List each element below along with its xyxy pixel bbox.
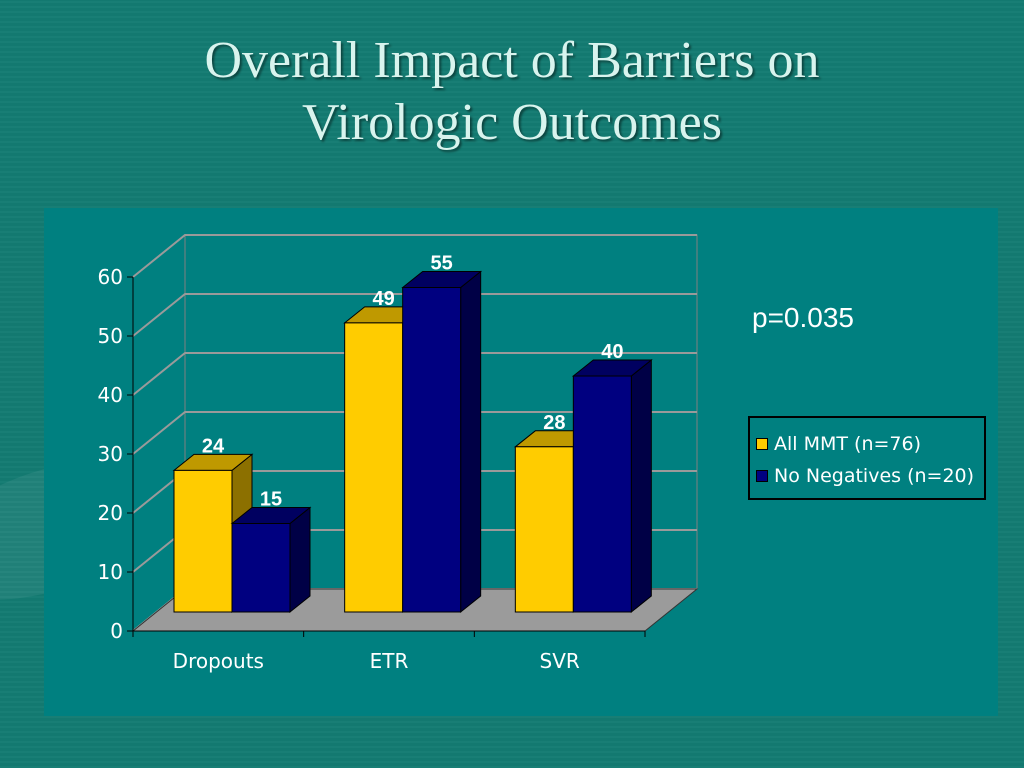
data-label: 40 [601, 341, 623, 363]
bar [344, 322, 404, 613]
bar [572, 375, 632, 613]
y-tick-label: 30 [98, 442, 123, 466]
bar [173, 469, 233, 613]
y-tick-label: 60 [98, 265, 123, 289]
data-label: 15 [260, 489, 282, 511]
gridline [132, 352, 697, 396]
y-tick-label: 20 [98, 501, 123, 525]
data-label: 49 [373, 288, 395, 310]
bar [231, 523, 291, 613]
legend-item-series-2: No Negatives (n=20) [756, 460, 984, 492]
legend-swatch-series-2 [756, 470, 768, 482]
y-tick-label: 50 [98, 324, 123, 348]
legend-item-series-1: All MMT (n=76) [756, 428, 984, 460]
legend-label-series-2: No Negatives (n=20) [774, 465, 975, 487]
gridline [132, 234, 697, 278]
bar [402, 287, 462, 613]
x-category-label: SVR [540, 649, 580, 673]
chart-legend: All MMT (n=76) No Negatives (n=20) [748, 416, 986, 500]
x-category-label: ETR [370, 649, 409, 673]
legend-label-series-1: All MMT (n=76) [774, 433, 921, 455]
gridline [132, 411, 697, 455]
data-label: 24 [202, 435, 225, 457]
data-label: 55 [431, 253, 453, 275]
bar-side [460, 270, 482, 614]
slide-title: Overall Impact of Barriers on Virologic … [0, 30, 1024, 154]
title-line-1: Overall Impact of Barriers on [204, 32, 820, 89]
gridline [132, 293, 697, 337]
legend-swatch-series-1 [756, 438, 768, 450]
data-label: 28 [543, 412, 565, 434]
y-tick-label: 0 [110, 619, 123, 643]
bar-side [289, 506, 311, 614]
bar-side [630, 358, 652, 614]
y-tick-label: 40 [98, 383, 123, 407]
title-line-2: Virologic Outcomes [301, 94, 722, 151]
x-category-label: Dropouts [173, 649, 264, 673]
y-tick-label: 10 [98, 560, 123, 584]
bar [514, 446, 574, 613]
p-value-label: p=0.035 [752, 302, 854, 333]
